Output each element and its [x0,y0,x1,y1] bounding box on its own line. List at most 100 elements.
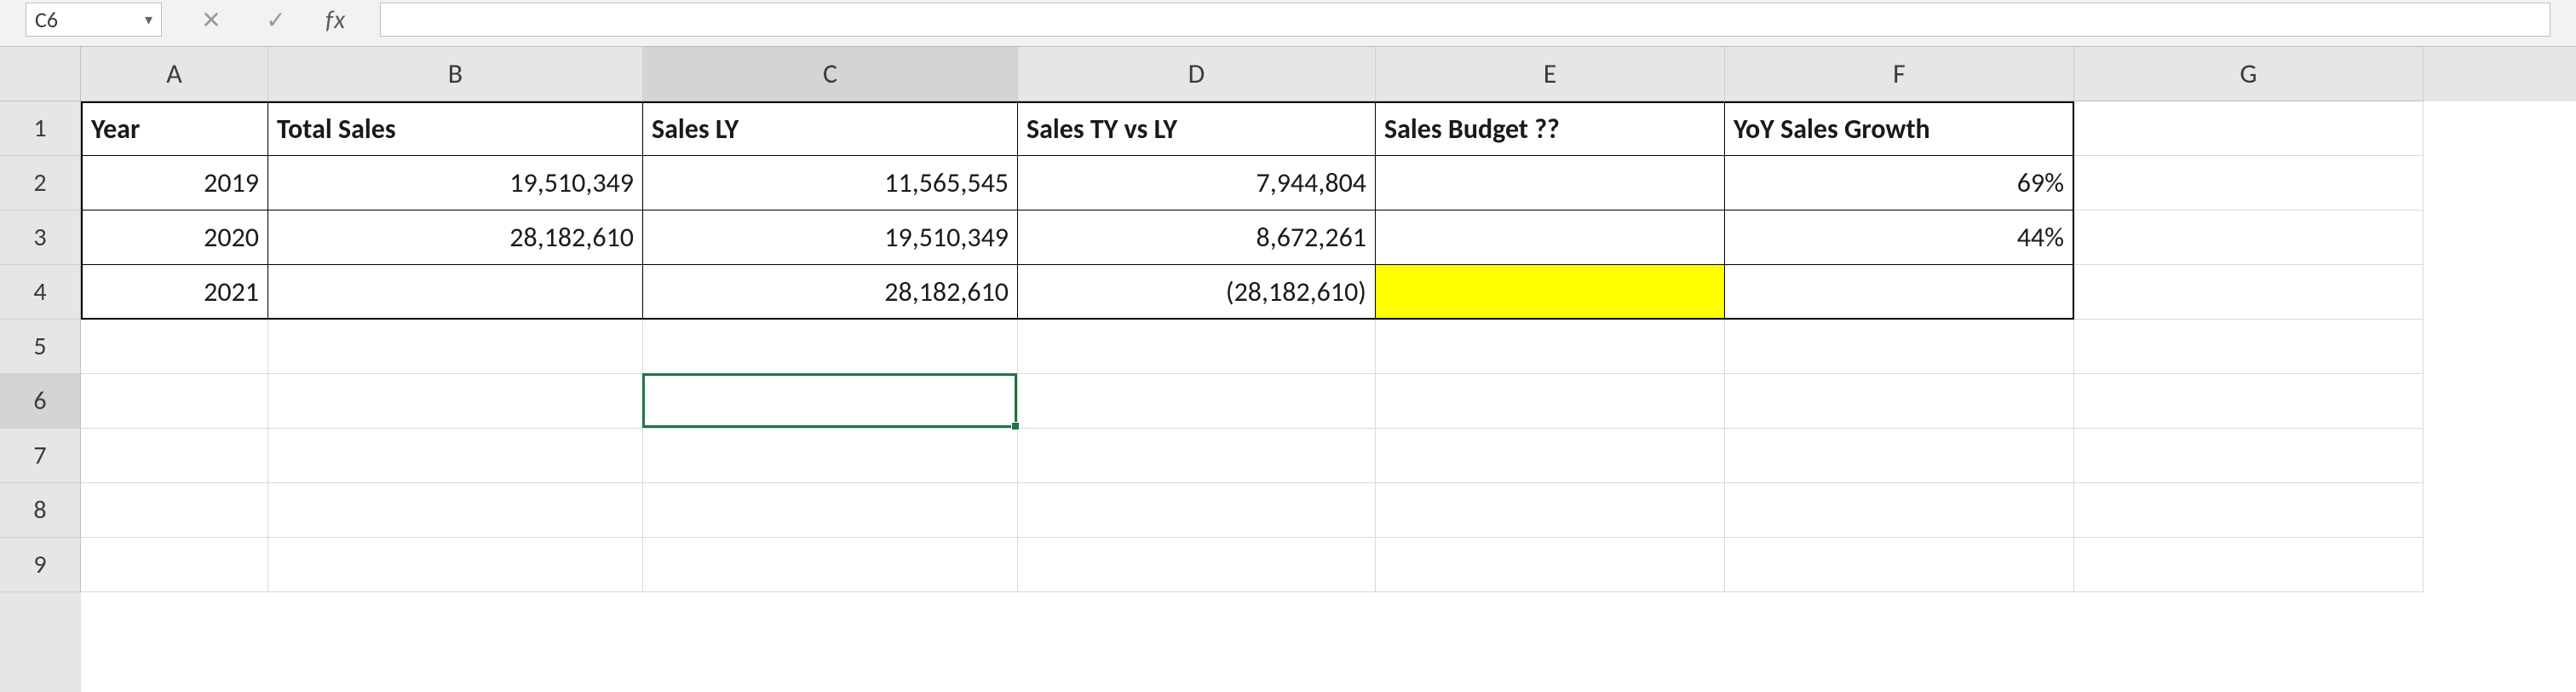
table-row [81,320,2576,374]
cell-E5[interactable] [1376,320,1725,374]
row-header-5[interactable]: 5 [0,320,81,374]
col-header-B[interactable]: B [268,47,643,101]
row-header-7[interactable]: 7 [0,429,81,483]
cell-G5[interactable] [2074,320,2424,374]
cell-F2[interactable]: 69% [1725,156,2074,210]
cell-C4[interactable]: 28,182,610 [643,265,1018,320]
cell-G7[interactable] [2074,429,2424,483]
cell-G1[interactable] [2074,101,2424,156]
cancel-icon: ✕ [201,5,221,35]
cell-E2[interactable] [1376,156,1725,210]
cell-D8[interactable] [1018,483,1376,538]
cell-E9[interactable] [1376,538,1725,592]
cell-B8[interactable] [268,483,643,538]
cell-A2[interactable]: 2019 [81,156,268,210]
cell-B4[interactable] [268,265,643,320]
grid: 1 2 3 4 5 6 7 8 9 A B C D E F G [0,47,2576,692]
spreadsheet-app: C6 ▾ ✕ ✓ fx 1 2 3 4 5 6 7 8 9 A [0,0,2576,692]
row-header-9[interactable]: 9 [0,538,81,592]
cell-A3[interactable]: 2020 [81,210,268,265]
table-row [81,429,2576,483]
name-box-dropdown-icon[interactable]: ▾ [145,10,152,29]
formula-bar: C6 ▾ ✕ ✓ fx [0,0,2576,47]
col-header-A[interactable]: A [81,47,268,101]
cell-C8[interactable] [643,483,1018,538]
fx-label[interactable]: fx [325,4,346,36]
cell-G9[interactable] [2074,538,2424,592]
cell-D6[interactable] [1018,374,1376,429]
cell-F1[interactable]: YoY Sales Growth [1725,101,2074,156]
cell-F8[interactable] [1725,483,2074,538]
cell-C9[interactable] [643,538,1018,592]
cell-F5[interactable] [1725,320,2074,374]
select-all-corner[interactable] [0,47,81,101]
cell-D1[interactable]: Sales TY vs LY [1018,101,1376,156]
cell-F9[interactable] [1725,538,2074,592]
cell-E3[interactable] [1376,210,1725,265]
col-header-G[interactable]: G [2074,47,2424,101]
col-header-E[interactable]: E [1376,47,1725,101]
cell-G3[interactable] [2074,210,2424,265]
cell-F7[interactable] [1725,429,2074,483]
cell-A7[interactable] [81,429,268,483]
table-row [81,483,2576,538]
name-box[interactable]: C6 ▾ [26,3,162,37]
cell-B7[interactable] [268,429,643,483]
cell-B9[interactable] [268,538,643,592]
formula-confirm-button[interactable]: ✓ [261,4,291,35]
cell-D9[interactable] [1018,538,1376,592]
table-row: 2020 28,182,610 19,510,349 8,672,261 44% [81,210,2576,265]
cell-F6[interactable] [1725,374,2074,429]
cell-D5[interactable] [1018,320,1376,374]
cell-C2[interactable]: 11,565,545 [643,156,1018,210]
cell-D7[interactable] [1018,429,1376,483]
col-header-D[interactable]: D [1018,47,1376,101]
row-header-8[interactable]: 8 [0,483,81,538]
cell-D2[interactable]: 7,944,804 [1018,156,1376,210]
cell-B5[interactable] [268,320,643,374]
table-row [81,538,2576,592]
cell-D4[interactable]: (28,182,610) [1018,265,1376,320]
cell-A9[interactable] [81,538,268,592]
cell-E6[interactable] [1376,374,1725,429]
cell-A1[interactable]: Year [81,101,268,156]
cell-E8[interactable] [1376,483,1725,538]
cell-C1[interactable]: Sales LY [643,101,1018,156]
cell-B1[interactable]: Total Sales [268,101,643,156]
formula-input[interactable] [380,3,2550,37]
row-header-2[interactable]: 2 [0,156,81,210]
cell-A8[interactable] [81,483,268,538]
row-header-1[interactable]: 1 [0,101,81,156]
cell-C7[interactable] [643,429,1018,483]
cell-C5[interactable] [643,320,1018,374]
cell-A6[interactable] [81,374,268,429]
cell-D3[interactable]: 8,672,261 [1018,210,1376,265]
cell-F4[interactable] [1725,265,2074,320]
cell-A5[interactable] [81,320,268,374]
row-header-6[interactable]: 6 [0,374,81,429]
cell-E1[interactable]: Sales Budget ?? [1376,101,1725,156]
cell-G2[interactable] [2074,156,2424,210]
cell-C3[interactable]: 19,510,349 [643,210,1018,265]
cell-B2[interactable]: 19,510,349 [268,156,643,210]
table-row: 2019 19,510,349 11,565,545 7,944,804 69% [81,156,2576,210]
col-header-C[interactable]: C [643,47,1018,101]
table-row: 2021 28,182,610 (28,182,610) [81,265,2576,320]
formula-cancel-button[interactable]: ✕ [196,4,227,35]
row-header-3[interactable]: 3 [0,210,81,265]
row-header-gutter: 1 2 3 4 5 6 7 8 9 [0,47,81,692]
cell-G8[interactable] [2074,483,2424,538]
name-box-value: C6 [35,6,58,33]
col-header-F[interactable]: F [1725,47,2074,101]
cell-C6[interactable] [643,374,1018,429]
cell-B3[interactable]: 28,182,610 [268,210,643,265]
cell-B6[interactable] [268,374,643,429]
cell-F3[interactable]: 44% [1725,210,2074,265]
cell-G6[interactable] [2074,374,2424,429]
row-header-4[interactable]: 4 [0,265,81,320]
cell-A4[interactable]: 2021 [81,265,268,320]
cell-G4[interactable] [2074,265,2424,320]
columns-area: A B C D E F G Year Total Sales Sales LY … [81,47,2576,692]
cell-E7[interactable] [1376,429,1725,483]
cell-E4[interactable] [1376,265,1725,320]
